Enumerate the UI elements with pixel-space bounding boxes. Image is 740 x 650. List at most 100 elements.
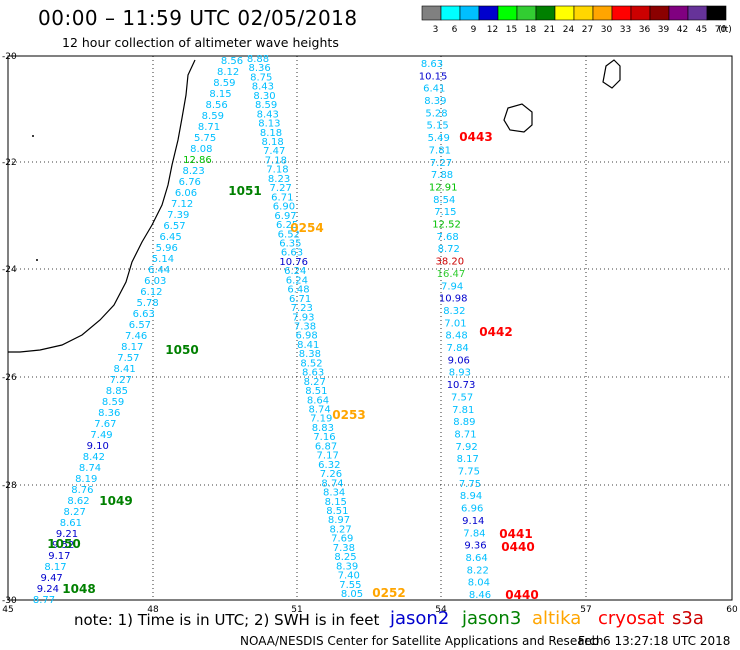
track-b-value: 7.17: [317, 451, 339, 462]
track-a-value: 9.10: [87, 441, 109, 452]
track-b-value: 8.74: [321, 478, 343, 489]
track-b-value: 6.24: [284, 266, 306, 277]
track-c-value: 9.06: [448, 355, 470, 366]
track-b-value: 8.36: [248, 63, 270, 74]
track-a-value: 8.08: [190, 144, 212, 155]
track-c-value: 8.89: [453, 417, 475, 428]
track-c-value: 7.81: [452, 405, 474, 416]
track-b-value: 8.83: [312, 423, 334, 434]
track-b-value: 7.93: [292, 312, 314, 323]
track-c-value: 8.54: [433, 195, 455, 206]
track-b-value: 7.40: [338, 571, 360, 582]
track-a-value: 7.57: [117, 353, 139, 364]
colorbar-swatch: [706, 5, 727, 21]
track-a-value: 8.77: [33, 595, 55, 606]
track-a-value: 8.36: [98, 408, 120, 419]
track-c-value: 8.93: [449, 368, 471, 379]
track-b-value: 8.88: [247, 54, 269, 65]
track-b-value: 8.27: [330, 524, 352, 535]
y-tick-label: -24: [2, 265, 17, 275]
track-a-value: 9.21: [56, 529, 78, 540]
colorbar-label: 30: [601, 25, 613, 35]
track-a-value: 8.62: [67, 496, 89, 507]
track-b-value: 6.63: [281, 248, 303, 259]
legend-note: note: 1) Time is in UTC; 2) SWH is in fe…: [74, 611, 380, 629]
colorbar-label: 27: [582, 25, 593, 35]
track-c-value: 7.75: [458, 467, 480, 478]
track-c-value: 9.36: [464, 541, 486, 552]
track-c-value: 7.84: [447, 343, 469, 354]
track-b-value: 6.87: [315, 441, 337, 452]
track-a-value: 7.67: [94, 419, 116, 430]
x-tick-label: 51: [291, 605, 302, 615]
track-b-value: 8.64: [307, 395, 329, 406]
y-tick-label: -28: [2, 481, 17, 491]
track-c-value: 38.20: [436, 257, 465, 268]
time-tag: 0440: [505, 588, 538, 602]
track-a-value: 5.78: [136, 298, 158, 309]
track-a-value: 8.17: [44, 562, 66, 573]
track-b-value: 6.32: [318, 460, 340, 471]
colorbar-label: 12: [487, 25, 498, 35]
colorbar-label: 15: [506, 25, 517, 35]
track-b-value: 6.25: [276, 220, 298, 231]
islet: [32, 135, 34, 137]
track-a-value: 6.06: [175, 188, 197, 199]
track-b-value: 6.71: [289, 294, 311, 305]
track-a-value: 8.56: [221, 56, 243, 67]
track-b-value: 8.15: [325, 497, 347, 508]
track-a-value: 8.41: [113, 364, 135, 375]
track-c-value: 7.68: [436, 232, 458, 243]
track-c-value: 7.01: [444, 318, 466, 329]
track-a-value: 6.57: [129, 320, 151, 331]
satellite-jason3: jason3: [462, 608, 522, 629]
track-b-value: 8.39: [336, 561, 358, 572]
x-tick-label: 60: [726, 605, 738, 615]
track-a-value: 8.56: [206, 100, 228, 111]
track-b-value: 7.19: [310, 414, 332, 425]
time-tag: 0254: [290, 221, 323, 235]
track-b-value: 8.34: [323, 488, 345, 499]
time-tag: 1049: [99, 494, 132, 508]
colorbar-label: 24: [563, 25, 575, 35]
colorbar-label: 21: [544, 25, 555, 35]
y-tick-label: -20: [2, 52, 17, 62]
track-a-value: 5.75: [194, 133, 216, 144]
track-b-value: 7.16: [313, 432, 335, 443]
track-b-value: 8.43: [252, 82, 274, 93]
track-a-value: 8.59: [102, 397, 124, 408]
track-c-value: 16.47: [437, 269, 466, 280]
track-b-value: 6.52: [278, 229, 300, 240]
track-c-value: 8.71: [454, 429, 476, 440]
track-b-value: 7.47: [263, 146, 285, 157]
track-b-value: 7.18: [266, 165, 288, 176]
track-a-value: 6.12: [140, 287, 162, 298]
x-tick-label: 48: [147, 605, 159, 615]
track-c-value: 7.88: [431, 170, 453, 181]
track-b-value: 8.74: [308, 405, 330, 416]
time-tag: 0442: [479, 325, 512, 339]
colorbar-label: 39: [658, 25, 670, 35]
track-b-value: 8.18: [261, 137, 283, 148]
track-a-value: 5.96: [156, 243, 178, 254]
track-a-value: 8.71: [198, 122, 220, 133]
track-a-value: 7.46: [125, 331, 147, 342]
track-b-value: 6.97: [274, 211, 296, 222]
time-tag: 0252: [372, 586, 405, 600]
track-a-value: 8.76: [71, 485, 93, 496]
y-tick-label: -30: [2, 596, 17, 606]
track-a-value: 9.17: [48, 551, 70, 562]
track-b-value: 6.24: [286, 275, 308, 286]
track-c-value: 8.64: [466, 553, 488, 564]
track-b-value: 8.97: [328, 515, 350, 526]
track-c-value: 7.75: [459, 479, 481, 490]
track-b-value: 8.23: [268, 174, 290, 185]
track-b-value: 6.48: [287, 285, 309, 296]
track-c-value: 7.15: [434, 207, 456, 218]
colorbar-label: 42: [677, 25, 688, 35]
track-c-value: 8.32: [443, 306, 465, 317]
track-a-value: 6.57: [163, 221, 185, 232]
track-b-value: 8.75: [250, 72, 272, 83]
track-b-value: 7.23: [291, 303, 313, 314]
